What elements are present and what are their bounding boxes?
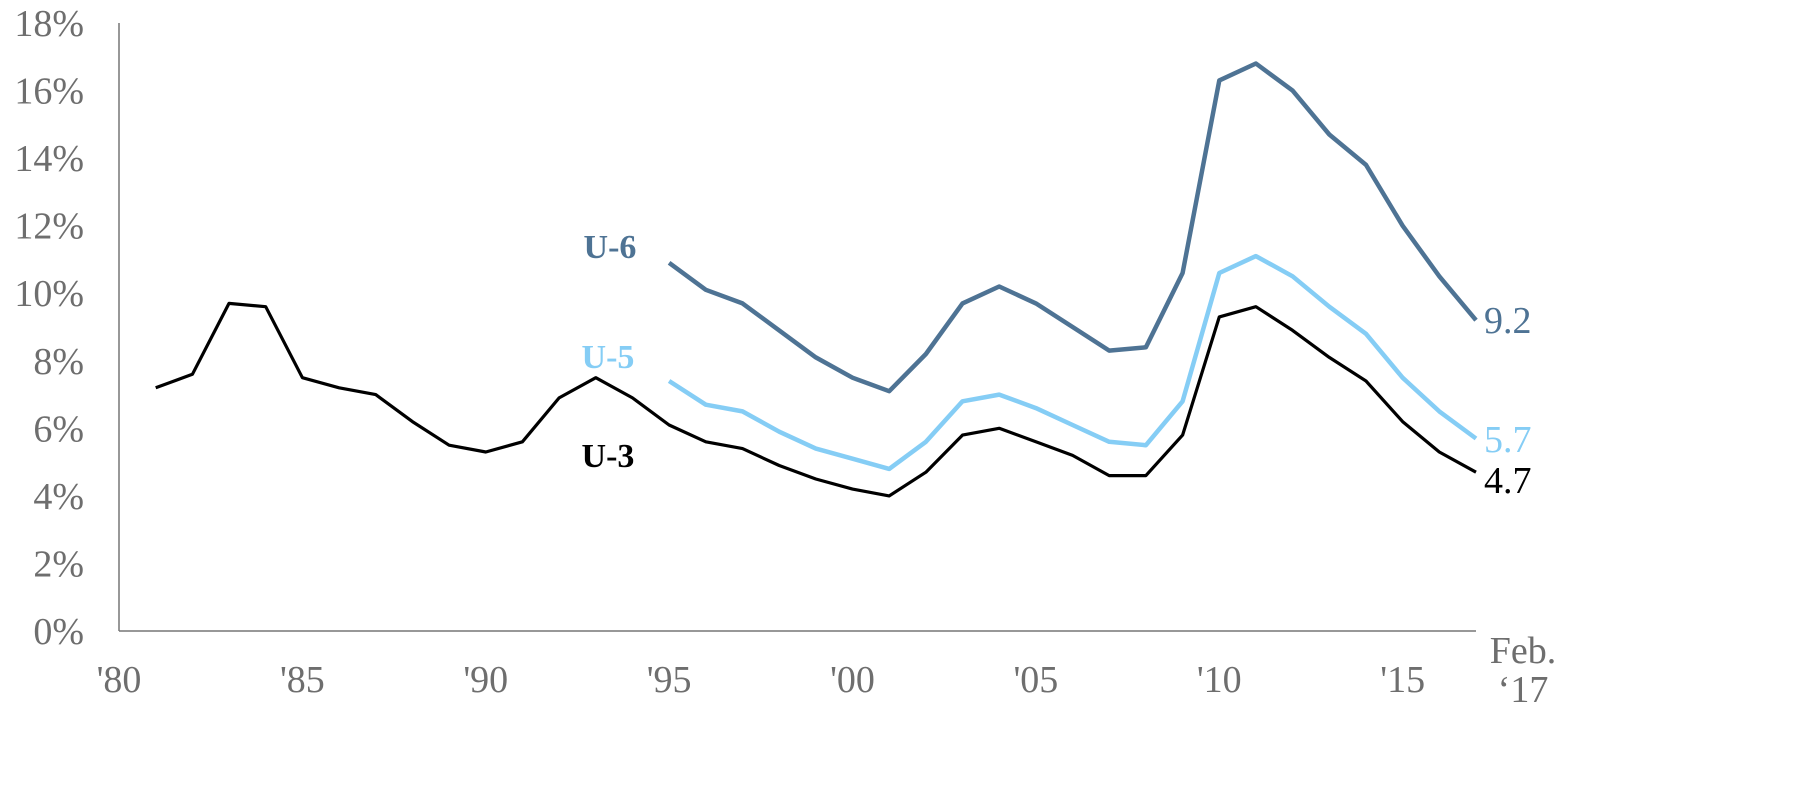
x-tick-label: '00 <box>830 659 875 701</box>
series-line-u-5 <box>667 253 1478 472</box>
x-tick-label: '10 <box>1197 659 1242 701</box>
y-tick-label: 16% <box>14 71 84 113</box>
y-axis-ticks: 0% 2% 4% 6% 8% 10% 12% 14% 16% 18% <box>14 3 84 653</box>
series-line-u-6 <box>667 61 1478 394</box>
end-value-label-u6: 9.2 <box>1484 300 1532 342</box>
y-tick-label: 12% <box>14 206 84 248</box>
y-tick-label: 6% <box>33 408 84 450</box>
y-tick-label: 18% <box>14 3 84 45</box>
series-label-u5: U-5 <box>582 339 635 376</box>
series-labels: U-6 U-5 U-3 <box>582 229 637 475</box>
end-value-label-u3: 4.7 <box>1484 460 1532 502</box>
end-value-label-u5: 5.7 <box>1484 419 1532 461</box>
series-lines <box>155 61 1478 498</box>
y-tick-label: 4% <box>33 476 84 518</box>
series-line-u-3 <box>155 301 1477 498</box>
x-tick-label: '85 <box>280 659 325 701</box>
y-tick-label: 2% <box>33 543 84 585</box>
x-tick-label: '95 <box>647 659 692 701</box>
x-tick-label: Feb. ‘17 <box>1490 630 1557 711</box>
x-axis-ticks: '80 '85 '90 '95 '00 '05 '10 '15 Feb. ‘17 <box>97 630 1557 711</box>
y-tick-label: 0% <box>33 611 84 653</box>
x-tick-label: '80 <box>97 659 142 701</box>
x-tick-label: '05 <box>1013 659 1058 701</box>
end-value-labels: 9.2 5.7 4.7 <box>1484 300 1532 502</box>
y-tick-label: 14% <box>14 138 84 180</box>
x-tick-label: '90 <box>463 659 508 701</box>
y-tick-label: 10% <box>14 273 84 315</box>
y-tick-label: 8% <box>33 341 84 383</box>
series-label-u3: U-3 <box>582 438 635 475</box>
axes <box>118 23 1476 632</box>
x-tick-label: '15 <box>1380 659 1425 701</box>
series-label-u6: U-6 <box>584 229 637 266</box>
